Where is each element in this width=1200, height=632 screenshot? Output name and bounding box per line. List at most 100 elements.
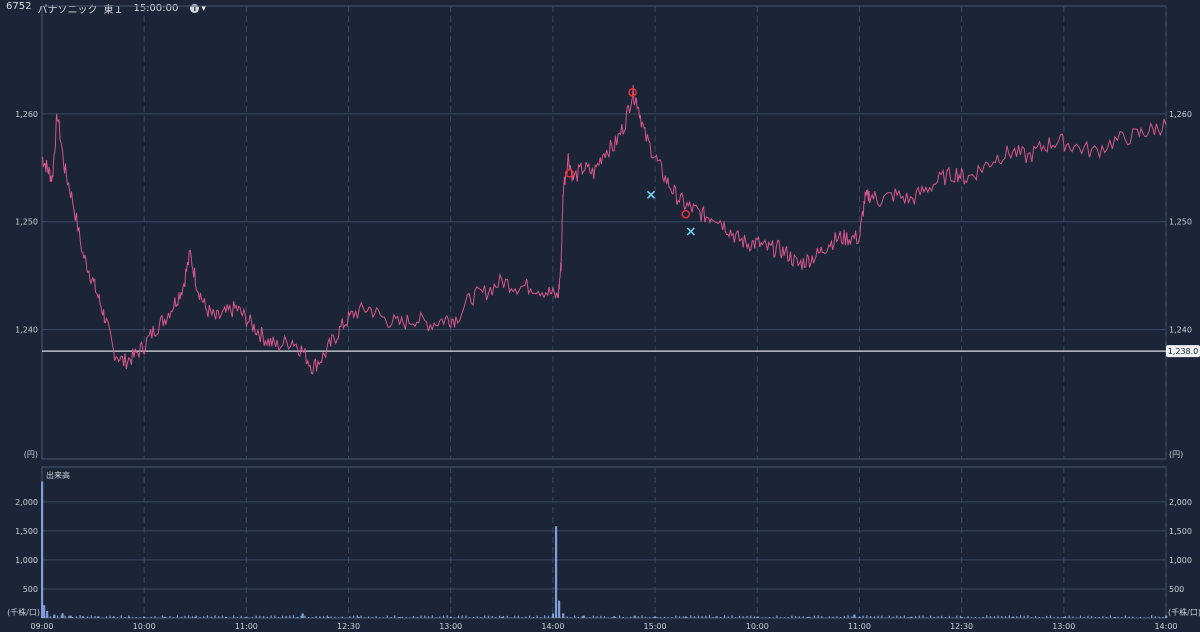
volume-bar	[398, 617, 401, 618]
volume-bar	[68, 615, 70, 618]
volume-panel	[41, 466, 1167, 619]
volume-bar	[469, 617, 471, 618]
volume-bar	[506, 615, 508, 618]
chart-header: 6752 パナソニック 東１ 15:00:00 i ▾	[0, 0, 214, 17]
volume-title: 出来高	[46, 470, 70, 480]
volume-bar	[1062, 617, 1066, 618]
volume-bar	[98, 617, 100, 618]
volume-y-tick-label-left: 1,000	[15, 556, 38, 565]
volume-bar	[948, 615, 950, 618]
volume-bar	[53, 615, 55, 618]
x-tick-label: 11:00	[235, 622, 258, 631]
volume-bar	[75, 616, 77, 618]
volume-bar	[570, 617, 572, 618]
symbol-info: 6752 パナソニック 東１	[6, 1, 123, 16]
volume-bar	[1113, 617, 1115, 618]
volume-bar	[555, 616, 557, 618]
volume-bar	[1106, 616, 1108, 618]
volume-bar	[105, 616, 107, 618]
volume-bar	[903, 615, 905, 618]
volume-bar	[285, 615, 287, 618]
volume-bar	[877, 615, 879, 618]
volume-bar	[615, 617, 617, 618]
volume-bar	[613, 616, 616, 618]
volume-bar	[300, 615, 302, 618]
volume-bar	[544, 615, 546, 618]
volume-bar	[952, 617, 954, 618]
volume-bar	[1147, 617, 1149, 618]
volume-bar	[574, 615, 576, 618]
volume-bar	[821, 615, 823, 618]
volume-bar	[1158, 616, 1160, 618]
volume-bar	[997, 615, 999, 618]
volume-bar	[194, 616, 197, 618]
volume-bar	[1031, 617, 1033, 618]
volume-bar	[1016, 616, 1018, 618]
volume-bar	[420, 615, 422, 618]
volume-bar	[885, 617, 887, 618]
volume-bar	[487, 615, 490, 618]
volume-bar	[341, 616, 343, 618]
volume-bar	[967, 616, 969, 618]
volume-bar	[529, 615, 531, 618]
volume-bar	[495, 616, 497, 618]
volume-bar	[761, 617, 763, 618]
volume-bar	[959, 615, 962, 618]
volume-bar	[176, 615, 179, 618]
volume-bar	[720, 617, 722, 618]
volume-bar	[944, 617, 947, 618]
volume-bar	[929, 615, 932, 618]
volume-bar	[69, 615, 72, 618]
volume-bar	[810, 617, 812, 618]
volume-y-tick-label-left: 500	[23, 585, 38, 594]
volume-bar	[806, 617, 808, 618]
volume-bar	[233, 615, 235, 618]
volume-bar	[397, 617, 400, 618]
volume-bar	[926, 617, 928, 618]
volume-bar	[1072, 616, 1074, 618]
volume-bar	[293, 615, 295, 618]
volume-bar	[1087, 615, 1089, 618]
volume-bar	[768, 617, 771, 618]
volume-bar	[214, 615, 216, 618]
volume-bar	[933, 616, 935, 618]
volume-bar	[914, 616, 917, 618]
volume-bar	[525, 616, 527, 618]
buy-marker	[681, 209, 691, 219]
volume-bar	[79, 615, 81, 618]
volume-bar	[442, 615, 445, 618]
volume-bar	[113, 616, 115, 618]
volume-bar	[1132, 616, 1134, 618]
volume-bar	[315, 616, 317, 618]
volume-bar	[382, 617, 385, 618]
info-icon: i	[190, 4, 200, 13]
volume-bar	[188, 615, 190, 618]
volume-bar	[798, 616, 801, 618]
reference-price-value: 1,238.0	[1168, 347, 1199, 356]
volume-bar	[907, 616, 909, 618]
current-time: 15:00:00	[133, 3, 179, 14]
volume-bar	[645, 616, 647, 618]
volume-bar	[349, 616, 351, 618]
volume-bar	[1113, 617, 1117, 618]
volume-bar	[435, 617, 437, 618]
y-tick-label-right: 1,260	[1169, 110, 1192, 119]
volume-bar	[536, 615, 538, 618]
info-menu-button[interactable]: i ▾	[188, 4, 208, 14]
volume-bar	[686, 617, 688, 618]
volume-bar	[124, 616, 126, 618]
x-tick-label: 11:00	[848, 622, 871, 631]
volume-bar	[772, 617, 774, 618]
volume-bar	[1046, 615, 1048, 618]
volume-bar	[472, 616, 475, 618]
volume-bar	[1098, 616, 1100, 618]
volume-bar	[765, 617, 767, 618]
volume-bar	[450, 616, 452, 618]
volume-bar	[993, 616, 995, 618]
volume-bar	[813, 615, 816, 618]
volume-bar	[540, 617, 542, 618]
stock-code: 6752	[6, 1, 32, 12]
volume-bar	[405, 617, 407, 618]
price-unit-label-right: (円)	[1169, 450, 1183, 459]
